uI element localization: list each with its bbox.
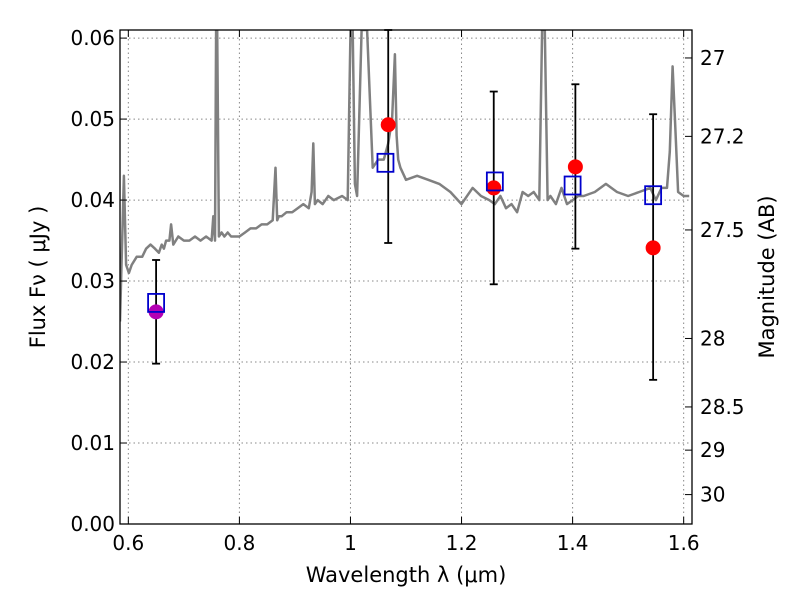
y-tick-label: 0.06	[70, 26, 115, 50]
y-tick-label: 0.00	[70, 512, 115, 536]
model-box	[563, 175, 582, 196]
y-tick-label: 0.05	[70, 107, 115, 131]
model-box	[376, 152, 395, 173]
y2-tick-label: 28.5	[700, 395, 745, 419]
model-box	[644, 185, 663, 206]
x-tick-label: 1	[344, 531, 357, 555]
x-tick-label: 1.4	[557, 531, 589, 555]
x-tick-label: 1.2	[446, 531, 478, 555]
x-tick-label: 1.6	[668, 531, 700, 555]
y2-tick-label: 27.5	[700, 218, 745, 242]
x-tick-label: 0.6	[112, 531, 144, 555]
x-tick-label: 0.8	[223, 531, 255, 555]
y-axis-ticks: 0.00 0.01 0.02 0.03 0.04 0.05 0.06	[70, 26, 127, 536]
spectrum-layer	[120, 30, 690, 322]
spectrum-line	[120, 30, 690, 322]
boxes	[147, 152, 663, 313]
y2-axis-ticks: 27 27.2 27.5 28 28.5 29 30	[685, 46, 745, 507]
observed-point	[486, 180, 502, 196]
plot-frame	[119, 29, 693, 525]
y2-tick-label: 27.2	[700, 124, 745, 148]
y-tick-label: 0.03	[70, 269, 115, 293]
x-axis-ticks: 0.6 0.8 1 1.2 1.4 1.6	[112, 30, 700, 555]
y-axis-label: Flux Fν ( μJy )	[26, 206, 50, 349]
y2-tick-label: 27	[700, 46, 725, 70]
x-axis-label: Wavelength λ (μm)	[306, 563, 507, 587]
plot-background	[120, 30, 692, 524]
y-tick-label: 0.04	[70, 188, 115, 212]
y-tick-label: 0.02	[70, 350, 115, 374]
observed-point	[645, 240, 661, 256]
y2-tick-label: 30	[700, 483, 725, 507]
observed-point	[380, 117, 396, 133]
y2-axis-label: Magnitude (AB)	[755, 195, 779, 358]
y2-tick-label: 29	[700, 438, 725, 462]
model-box	[147, 293, 165, 313]
y2-tick-label: 28	[700, 326, 725, 350]
points	[148, 117, 661, 320]
model-box	[485, 171, 504, 192]
observed-point	[567, 159, 583, 175]
y-tick-label: 0.01	[70, 431, 115, 455]
